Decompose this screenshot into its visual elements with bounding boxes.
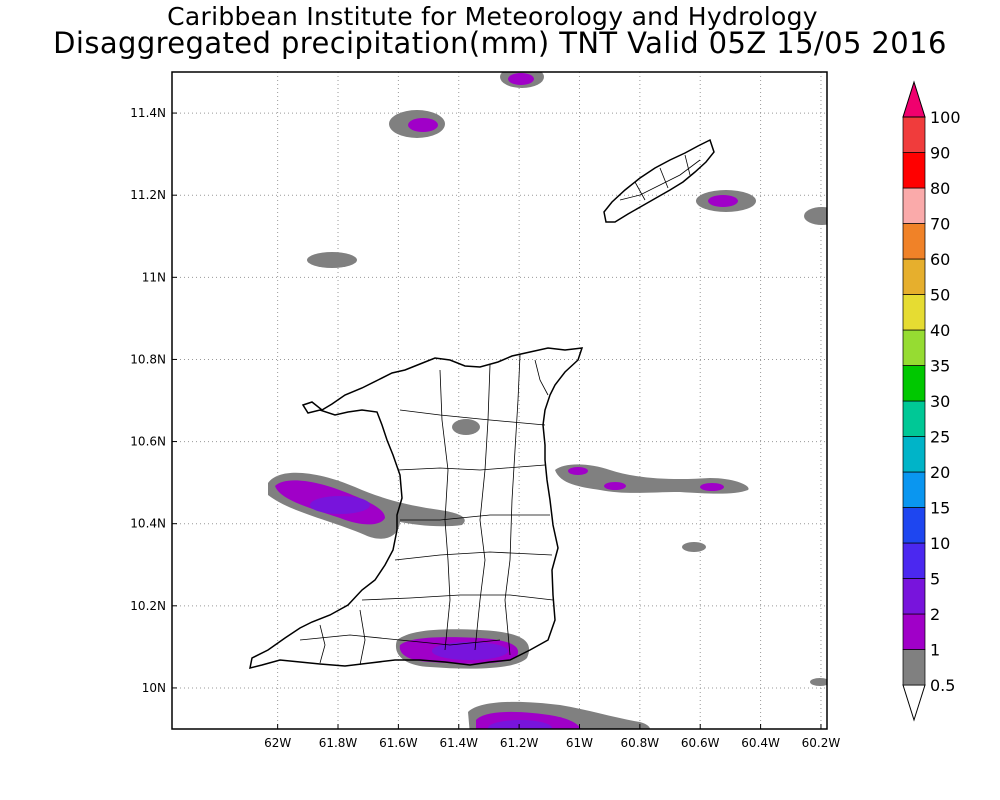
- precip-area: [604, 482, 626, 490]
- admin-boundary: [394, 551, 553, 561]
- precip-area: [810, 678, 827, 686]
- legend-swatch: [902, 436, 926, 473]
- admin-boundary: [659, 167, 669, 189]
- legend-level-label: 10: [930, 534, 950, 553]
- admin-boundary: [504, 354, 521, 656]
- tobago-coastline: [603, 138, 715, 223]
- admin-boundary: [474, 364, 491, 651]
- legend-level-label: 100: [930, 108, 961, 127]
- precip-area: [488, 720, 552, 729]
- legend-level-label: 60: [930, 250, 950, 269]
- admin-boundary: [319, 624, 326, 664]
- legend-level-label: 5: [930, 570, 940, 589]
- lon-tick-label: 60.4W: [741, 736, 780, 750]
- legend-level-label: 35: [930, 357, 950, 376]
- admin-boundary: [400, 514, 550, 521]
- legend-swatch: [902, 400, 926, 437]
- legend-swatch: [902, 507, 926, 544]
- precip-area: [310, 496, 370, 514]
- precip-band-0-5-to-1: [268, 72, 827, 729]
- lon-tick-label: 60.2W: [802, 736, 841, 750]
- legend-level-label: 1: [930, 641, 940, 660]
- legend-level-label: 20: [930, 463, 950, 482]
- lat-tick-label: 10.4N: [130, 517, 166, 531]
- precip-band-2-to-5: [310, 496, 552, 729]
- legend-level-label: 15: [930, 499, 950, 518]
- legend-level-label: 2: [930, 605, 940, 624]
- legend-upper-triangle: [902, 80, 926, 118]
- legend-level-label: 70: [930, 215, 950, 234]
- admin-boundary: [399, 409, 546, 426]
- legend-swatch: [902, 152, 926, 189]
- lat-tick-label: 10.2N: [130, 599, 166, 613]
- legend-swatch: [902, 223, 926, 260]
- precip-area: [408, 118, 438, 132]
- legend-level-label: 50: [930, 286, 950, 305]
- admin-boundary: [619, 159, 701, 201]
- lon-tick-label: 61.8W: [319, 736, 358, 750]
- legend-swatch: [902, 187, 926, 224]
- coastlines: [249, 138, 715, 670]
- axes: 62W 61.8W 61.6W 61.4W 61.2W 61W 60.8W 60.6W 60.4…: [130, 106, 840, 750]
- lat-tick-label: 10.6N: [130, 435, 166, 449]
- admin-boundary: [397, 464, 546, 471]
- lon-tick-label: 61.4W: [439, 736, 478, 750]
- lat-tick-label: 11.4N: [130, 106, 166, 120]
- admin-boundary: [684, 154, 691, 176]
- precip-area: [432, 642, 508, 660]
- legend-swatch: [902, 116, 926, 153]
- lat-tick-label: 10N: [142, 681, 166, 695]
- legend-swatch: [902, 542, 926, 579]
- admin-boundary: [359, 609, 366, 666]
- precip-area: [568, 467, 588, 475]
- legend-swatch: [902, 649, 926, 686]
- legend-swatch: [902, 471, 926, 508]
- legend-swatch: [902, 365, 926, 402]
- lon-tick-label: 61.2W: [500, 736, 539, 750]
- admin-boundary: [534, 359, 549, 396]
- legend-swatch: [902, 258, 926, 295]
- legend-level-label: 40: [930, 321, 950, 340]
- lon-tick-label: 61.6W: [379, 736, 418, 750]
- lat-tick-label: 10.8N: [130, 352, 166, 366]
- lon-tick-label: 61W: [566, 736, 593, 750]
- legend-level-label: 80: [930, 179, 950, 198]
- legend-level-label: 30: [930, 392, 950, 411]
- precip-area: [682, 542, 706, 552]
- legend-lower-triangle: [902, 684, 926, 722]
- chart-subtitle: Disaggregated precipitation(mm) TNT Vali…: [53, 26, 947, 60]
- precip-area: [307, 252, 357, 268]
- precip-area: [708, 195, 738, 207]
- admin-boundary: [634, 181, 646, 201]
- admin-boundary: [361, 594, 554, 601]
- chart-title: Caribbean Institute for Meteorology and …: [167, 2, 818, 31]
- map-frame: [171, 71, 828, 730]
- gridlines: [172, 72, 827, 729]
- precip-area: [508, 73, 534, 85]
- legend-swatch: [902, 329, 926, 366]
- legend-level-label: 0.5: [930, 676, 955, 695]
- legend-swatch: [902, 613, 926, 650]
- trinidad-coastline: [249, 347, 584, 670]
- lon-tick-label: 60.8W: [621, 736, 660, 750]
- precip-areas: [268, 72, 827, 729]
- legend-swatch: [902, 294, 926, 331]
- admin-boundary: [299, 634, 501, 646]
- lon-tick-label: 60.6W: [681, 736, 720, 750]
- legend-level-label: 25: [930, 428, 950, 447]
- lat-tick-label: 11.2N: [130, 188, 166, 202]
- legend-level-label: 90: [930, 144, 950, 163]
- admin-boundary: [439, 369, 451, 651]
- precip-area: [804, 207, 827, 225]
- legend-swatch: [902, 578, 926, 615]
- precip-area: [700, 483, 724, 491]
- lon-tick-label: 62W: [264, 736, 291, 750]
- admin-boundaries: [299, 154, 701, 666]
- lat-tick-label: 11N: [142, 270, 166, 284]
- precip-area: [452, 419, 480, 435]
